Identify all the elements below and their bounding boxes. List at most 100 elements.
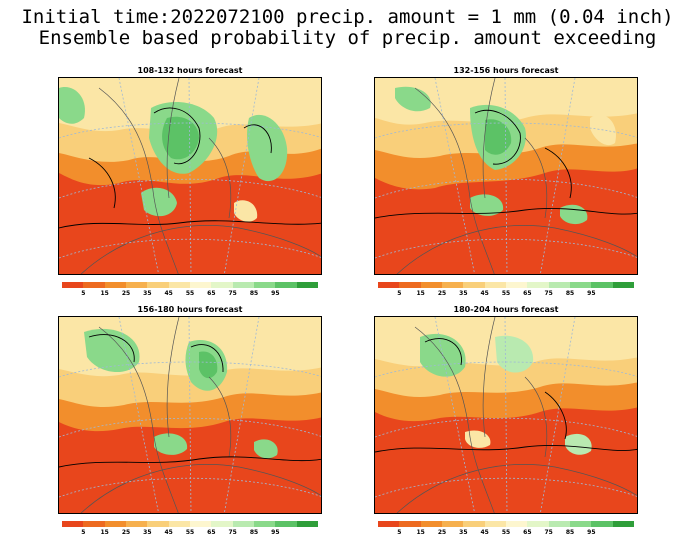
colorbar-labels: 5 15 25 35 45 55 65 75 85 95: [378, 290, 634, 300]
colorbar-tick-label: 95: [271, 529, 280, 536]
colorbar-tick-label: 25: [437, 529, 447, 536]
colorbar-swatch: [147, 521, 169, 527]
colorbar-swatch: [62, 282, 84, 288]
colorbar-swatch: [275, 521, 297, 527]
colorbar-swatch: [253, 282, 276, 288]
colorbar-swatch: [399, 521, 421, 527]
colorbar-tick-label: 65: [207, 529, 216, 536]
colorbar-tick-label: 5: [397, 290, 402, 297]
colorbar-swatch: [612, 521, 634, 527]
colorbar-swatch: [232, 282, 254, 288]
panel-title: 156-180 hours forecast: [137, 305, 243, 314]
colorbar-tick-label: 95: [587, 529, 596, 536]
colorbar-swatch: [147, 282, 169, 288]
colorbar-swatch: [189, 282, 212, 288]
colorbar-swatch: [211, 282, 233, 288]
colorbar-swatch: [62, 521, 84, 527]
colorbar-swatch: [296, 282, 318, 288]
colorbar-swatch: [591, 521, 613, 527]
colorbar-tick-label: 55: [185, 290, 195, 297]
colorbar-tick-label: 85: [249, 290, 259, 297]
colorbar-swatch: [211, 521, 233, 527]
colorbar-swatch: [441, 521, 464, 527]
probability-map: [374, 316, 638, 514]
colorbar-tick-label: 35: [459, 529, 468, 536]
figure-title-line2: Ensemble based probability of precip. am…: [38, 27, 657, 49]
colorbar-swatch: [104, 282, 126, 288]
colorbar-swatch: [420, 521, 442, 527]
colorbar-swatches: [378, 282, 634, 288]
colorbar-swatch: [399, 282, 421, 288]
colorbar-tick-label: 75: [228, 529, 237, 536]
colorbar-swatch: [420, 282, 442, 288]
colorbar-tick-label: 35: [459, 290, 468, 297]
colorbar-tick-label: 75: [228, 290, 237, 297]
colorbar-swatch: [378, 521, 400, 527]
colorbar-tick-label: 65: [523, 529, 532, 536]
colorbar-swatch: [612, 282, 634, 288]
colorbar-tick-label: 25: [121, 529, 131, 536]
colorbar-tick-label: 95: [271, 290, 280, 297]
colorbar-swatch: [527, 282, 549, 288]
colorbar-tick-label: 85: [565, 529, 575, 536]
colorbar: 5 15 25 35 45 55 65 75 85 95: [378, 282, 634, 306]
colorbar-swatches: [378, 521, 634, 527]
colorbar-swatch: [484, 282, 506, 288]
colorbar-tick-label: 45: [480, 290, 489, 297]
colorbar-swatch: [232, 521, 254, 527]
colorbar-tick-label: 5: [81, 529, 86, 536]
colorbar-swatch: [463, 282, 485, 288]
colorbar-tick-label: 85: [249, 529, 259, 536]
colorbar-swatch: [378, 282, 400, 288]
probability-map: [58, 316, 322, 514]
colorbar-swatch: [569, 282, 592, 288]
colorbar-tick-label: 65: [523, 290, 532, 297]
colorbar-tick-label: 85: [565, 290, 575, 297]
colorbar-swatch: [441, 282, 464, 288]
colorbar-swatch: [548, 521, 570, 527]
colorbar-labels: 5 15 25 35 45 55 65 75 85 95: [378, 529, 634, 539]
colorbar-swatch: [569, 521, 592, 527]
colorbar-swatch: [104, 521, 126, 527]
colorbar-tick-label: 45: [164, 290, 173, 297]
colorbar-swatch: [168, 521, 190, 527]
colorbar-tick-label: 45: [480, 529, 489, 536]
probability-map: [58, 77, 322, 275]
colorbar-tick-label: 25: [437, 290, 447, 297]
panel-title: 132-156 hours forecast: [453, 66, 559, 75]
colorbar-swatch: [83, 282, 105, 288]
colorbar-swatch: [189, 521, 212, 527]
panel-title: 180-204 hours forecast: [453, 305, 559, 314]
colorbar-swatch: [505, 282, 528, 288]
colorbar-labels: 5 15 25 35 45 55 65 75 85 95: [62, 290, 318, 300]
colorbar-swatch: [505, 521, 528, 527]
colorbar-swatch: [83, 521, 105, 527]
colorbar-tick-label: 55: [185, 529, 195, 536]
colorbar-tick-label: 15: [416, 290, 425, 297]
colorbar-tick-label: 15: [416, 529, 425, 536]
colorbar-tick-label: 15: [100, 290, 109, 297]
colorbar: 5 15 25 35 45 55 65 75 85 95: [378, 521, 634, 545]
colorbar-labels: 5 15 25 35 45 55 65 75 85 95: [62, 529, 318, 539]
colorbar-tick-label: 55: [501, 529, 511, 536]
colorbar-swatch: [484, 521, 506, 527]
colorbar-swatch: [275, 282, 297, 288]
colorbar-tick-label: 25: [121, 290, 131, 297]
colorbar-swatch: [591, 282, 613, 288]
panel-title: 108-132 hours forecast: [137, 66, 243, 75]
colorbar-swatch: [253, 521, 276, 527]
colorbar-tick-label: 65: [207, 290, 216, 297]
colorbar-tick-label: 75: [544, 529, 553, 536]
colorbar-swatch: [296, 521, 318, 527]
colorbar-tick-label: 45: [164, 529, 173, 536]
colorbar: 5 15 25 35 45 55 65 75 85 95: [62, 521, 318, 545]
colorbar-swatches: [62, 282, 318, 288]
colorbar-tick-label: 55: [501, 290, 511, 297]
colorbar-swatch: [548, 282, 570, 288]
probability-map: [374, 77, 638, 275]
colorbar-tick-label: 35: [143, 290, 152, 297]
colorbar-tick-label: 75: [544, 290, 553, 297]
colorbar-tick-label: 5: [397, 529, 402, 536]
colorbar-tick-label: 35: [143, 529, 152, 536]
colorbar-tick-label: 95: [587, 290, 596, 297]
